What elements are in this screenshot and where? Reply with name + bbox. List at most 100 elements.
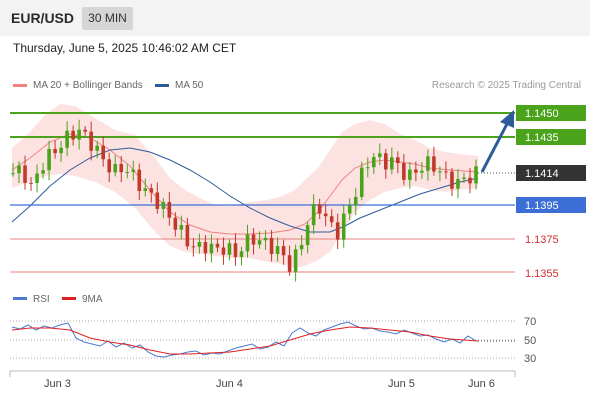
candle-body bbox=[113, 163, 118, 173]
candle-body bbox=[11, 173, 15, 175]
candle-body bbox=[317, 204, 322, 214]
candle-body bbox=[329, 216, 334, 223]
candle-body bbox=[263, 237, 268, 241]
candle-body bbox=[149, 188, 154, 193]
candle-body bbox=[185, 225, 190, 247]
candle-body bbox=[167, 202, 172, 218]
candle-body bbox=[191, 246, 196, 248]
level-label-3: 1.1414 bbox=[525, 168, 559, 180]
ma20-swatch-icon bbox=[13, 83, 27, 87]
rsi-axis-70: 70 bbox=[524, 316, 536, 328]
level-tag-4 bbox=[516, 197, 586, 213]
candle-body bbox=[239, 251, 244, 258]
candle-body bbox=[203, 241, 208, 254]
candle-body bbox=[365, 167, 370, 169]
candle-body bbox=[131, 169, 136, 173]
candle-body bbox=[245, 234, 250, 252]
candle-body bbox=[143, 188, 148, 192]
rsi-ma9-line bbox=[11, 326, 479, 355]
level-label-6: 1.1355 bbox=[525, 268, 559, 280]
candle-body bbox=[456, 179, 460, 189]
ma9-legend-label: 9MA bbox=[82, 294, 103, 305]
candle-body bbox=[155, 192, 160, 209]
candle-body bbox=[390, 157, 394, 170]
candle-body bbox=[438, 171, 442, 173]
candle-body bbox=[29, 182, 33, 184]
candle-body bbox=[468, 177, 472, 184]
candle-body bbox=[65, 130, 69, 148]
x-label-jun5: Jun 5 bbox=[388, 378, 415, 390]
legend-ma50: MA 50 bbox=[155, 80, 203, 91]
candle-body bbox=[371, 157, 376, 168]
candle-body bbox=[299, 245, 304, 250]
candle-body bbox=[287, 255, 292, 272]
level-tag-2 bbox=[516, 129, 586, 145]
candle-body bbox=[347, 205, 352, 214]
candle-body bbox=[83, 129, 87, 132]
x-label-jun6: Jun 6 bbox=[468, 378, 495, 390]
candle-body bbox=[227, 243, 232, 255]
ma20-line bbox=[11, 133, 479, 235]
candle-body bbox=[35, 173, 39, 184]
candle-body bbox=[275, 246, 280, 255]
datetime-label: Thursday, June 5, 2025 10:46:02 AM CET bbox=[13, 41, 237, 55]
candle-body bbox=[396, 157, 400, 164]
candles-group bbox=[11, 119, 478, 282]
candle-body bbox=[257, 240, 262, 245]
timeframe-button[interactable]: 30 MIN bbox=[82, 7, 133, 30]
candle-body bbox=[402, 163, 406, 180]
candle-body bbox=[450, 171, 454, 189]
candle-body bbox=[251, 234, 256, 245]
candle-body bbox=[59, 147, 63, 154]
x-label-jun4: Jun 4 bbox=[216, 378, 243, 390]
candle-body bbox=[137, 169, 142, 192]
candle-body bbox=[353, 196, 358, 206]
candle-body bbox=[95, 145, 99, 151]
candle-body bbox=[444, 171, 448, 173]
ma50-label: MA 50 bbox=[175, 80, 204, 91]
candle-body bbox=[474, 166, 478, 184]
candle-body bbox=[215, 243, 220, 248]
ma50-line bbox=[11, 147, 479, 233]
candle-body bbox=[305, 225, 310, 246]
candle-body bbox=[341, 213, 346, 240]
candle-body bbox=[17, 165, 21, 174]
level-label-4: 1.1395 bbox=[525, 200, 559, 212]
candle-body bbox=[408, 169, 412, 180]
candle-body bbox=[89, 131, 93, 151]
rsi-axis-30: 30 bbox=[524, 353, 536, 365]
symbol-label: EUR/USD bbox=[11, 10, 75, 26]
level-tag-1 bbox=[516, 105, 586, 121]
level-label-5: 1.1375 bbox=[525, 234, 559, 246]
candle-body bbox=[161, 202, 166, 209]
candle-body bbox=[384, 153, 388, 170]
candle-body bbox=[414, 169, 418, 173]
ma20-label: MA 20 + Bollinger Bands bbox=[33, 80, 143, 91]
candle-body bbox=[462, 177, 466, 180]
rsi-legend-swatch-icon bbox=[13, 297, 27, 300]
candle-body bbox=[119, 163, 124, 173]
candle-body bbox=[47, 148, 51, 171]
candle-body bbox=[420, 170, 424, 173]
ma50-swatch-icon bbox=[155, 83, 169, 87]
candle-body bbox=[23, 165, 27, 183]
candle-body bbox=[71, 130, 75, 140]
candle-body bbox=[101, 145, 105, 160]
candle-body bbox=[221, 247, 226, 255]
candle-body bbox=[107, 159, 112, 173]
credit-text: Research © 2025 Trading Central bbox=[431, 80, 581, 91]
candle-body bbox=[53, 148, 57, 154]
rsi-axis-50: 50 bbox=[524, 335, 536, 347]
rsi-line bbox=[11, 321, 477, 358]
candle-body bbox=[432, 156, 436, 172]
x-label-jun3: Jun 3 bbox=[44, 378, 71, 390]
candle-body bbox=[269, 237, 274, 255]
candle-body bbox=[335, 222, 340, 240]
candle-body bbox=[77, 129, 81, 140]
rsi-legend-label: RSI bbox=[33, 294, 50, 305]
ma9-legend-swatch-icon bbox=[62, 297, 76, 300]
candle-body bbox=[41, 170, 45, 174]
candle-body bbox=[293, 249, 298, 272]
candle-body bbox=[173, 217, 178, 230]
